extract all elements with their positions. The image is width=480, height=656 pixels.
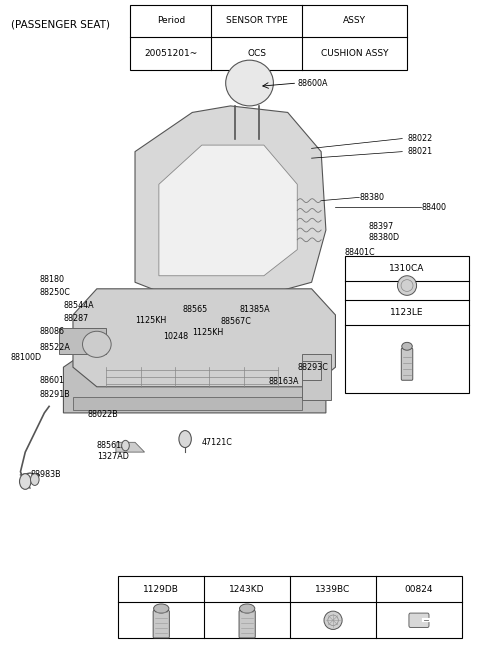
Ellipse shape — [324, 611, 342, 629]
Ellipse shape — [397, 276, 417, 295]
Text: 1125KH: 1125KH — [135, 316, 166, 325]
Text: 1243KD: 1243KD — [229, 584, 265, 594]
Text: OCS: OCS — [247, 49, 266, 58]
Polygon shape — [159, 145, 297, 276]
Text: 88021: 88021 — [407, 147, 432, 156]
Text: 1125KH: 1125KH — [192, 328, 224, 337]
Text: Period: Period — [156, 16, 185, 26]
Text: 88287: 88287 — [63, 314, 89, 323]
Text: 88163A: 88163A — [269, 377, 299, 386]
Circle shape — [31, 474, 39, 485]
Text: 88601: 88601 — [39, 376, 65, 385]
Text: 10248: 10248 — [164, 332, 189, 341]
Text: 88250C: 88250C — [39, 287, 71, 297]
Ellipse shape — [402, 342, 412, 350]
Text: 88380D: 88380D — [369, 234, 400, 242]
Text: (PASSENGER SEAT): (PASSENGER SEAT) — [11, 19, 110, 30]
FancyBboxPatch shape — [401, 348, 413, 380]
Text: 00824: 00824 — [405, 584, 433, 594]
Text: 88983B: 88983B — [30, 470, 60, 480]
Text: 88397: 88397 — [369, 222, 394, 232]
Text: 88567C: 88567C — [221, 317, 252, 326]
Text: 88022: 88022 — [407, 134, 432, 143]
FancyBboxPatch shape — [153, 611, 169, 638]
Text: 1327AD: 1327AD — [97, 452, 129, 461]
Polygon shape — [73, 397, 302, 409]
Text: 88293C: 88293C — [297, 363, 328, 372]
Text: 88401C: 88401C — [345, 249, 376, 257]
Text: 88180: 88180 — [39, 274, 65, 283]
Ellipse shape — [83, 331, 111, 358]
Text: 88086: 88086 — [39, 327, 65, 336]
FancyBboxPatch shape — [409, 613, 429, 628]
Text: 47121C: 47121C — [202, 438, 233, 447]
Text: ASSY: ASSY — [343, 16, 366, 26]
Text: 88544A: 88544A — [63, 300, 94, 310]
Bar — [302, 354, 331, 400]
Polygon shape — [116, 442, 144, 452]
Ellipse shape — [226, 60, 274, 106]
Circle shape — [20, 474, 31, 489]
Text: SENSOR TYPE: SENSOR TYPE — [226, 16, 288, 26]
Text: CUSHION ASSY: CUSHION ASSY — [321, 49, 388, 58]
Text: 1310CA: 1310CA — [389, 264, 425, 273]
Text: 88100D: 88100D — [11, 353, 42, 362]
Bar — [130, 5, 407, 70]
Polygon shape — [59, 328, 107, 354]
Bar — [118, 576, 462, 638]
Text: 88522A: 88522A — [39, 343, 71, 352]
Bar — [345, 256, 469, 394]
Text: 88022B: 88022B — [87, 410, 118, 419]
Circle shape — [121, 440, 129, 451]
Ellipse shape — [240, 604, 255, 613]
Polygon shape — [63, 354, 326, 413]
Circle shape — [179, 430, 192, 447]
Text: 1339BC: 1339BC — [315, 584, 351, 594]
Text: 88565: 88565 — [183, 305, 208, 314]
Text: 88400: 88400 — [421, 203, 446, 212]
Polygon shape — [302, 361, 321, 380]
Text: 88291B: 88291B — [39, 390, 70, 399]
Polygon shape — [73, 289, 336, 387]
FancyBboxPatch shape — [239, 611, 255, 638]
Text: 1129DB: 1129DB — [144, 584, 179, 594]
Text: 81385A: 81385A — [240, 305, 271, 314]
Text: 20051201~: 20051201~ — [144, 49, 197, 58]
Text: 88600A: 88600A — [297, 79, 328, 87]
Text: 1123LE: 1123LE — [390, 308, 424, 317]
Text: 88561A: 88561A — [97, 441, 128, 450]
Text: 88380: 88380 — [360, 193, 384, 202]
Polygon shape — [135, 106, 326, 295]
Ellipse shape — [154, 604, 169, 613]
